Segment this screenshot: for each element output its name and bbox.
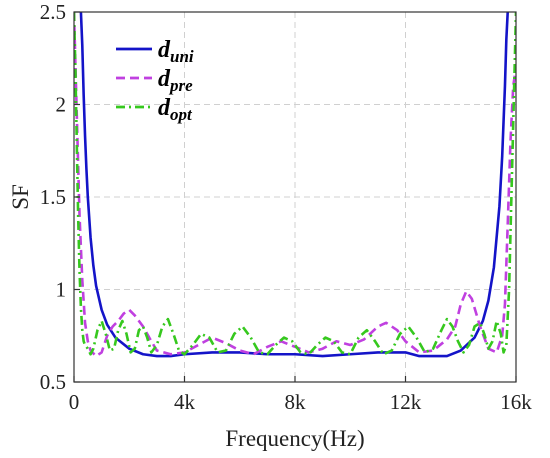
legend-label-d-uni: duni — [158, 37, 194, 66]
y-tick-label: 1.5 — [40, 185, 66, 209]
y-tick-label: 0.5 — [40, 370, 66, 394]
x-tick-label: 12k — [390, 390, 422, 414]
x-tick-label: 16k — [500, 390, 532, 414]
series-line-d-opt — [74, 12, 516, 356]
y-tick-label: 2.5 — [40, 0, 66, 24]
y-tick-label: 2 — [56, 93, 67, 117]
y-axis-label: SF — [8, 184, 33, 210]
x-axis-label: Frequency(Hz) — [225, 426, 364, 451]
grid-lines — [74, 12, 516, 382]
x-tick-label: 4k — [174, 390, 196, 414]
legend-label-d-pre: dpre — [158, 66, 193, 95]
x-tick-label: 0 — [69, 390, 80, 414]
x-tick-label: 8k — [285, 390, 307, 414]
legend-label-d-opt: dopt — [158, 95, 193, 124]
series-line-d-uni — [79, 12, 510, 358]
y-tick-label: 1 — [56, 278, 67, 302]
axis-ticks: 0 4k 8k 12k 16k 0.5 1 1.5 2 2.5 — [40, 0, 533, 414]
series-layer — [74, 12, 516, 358]
